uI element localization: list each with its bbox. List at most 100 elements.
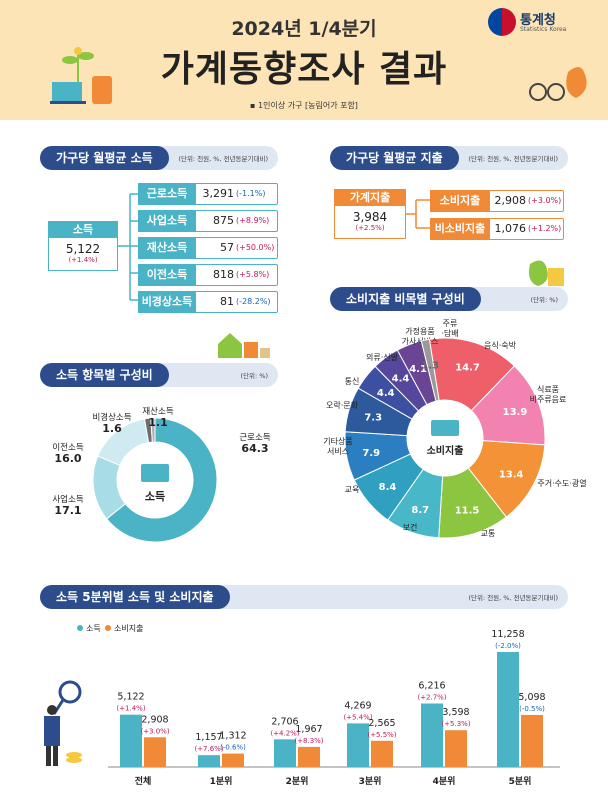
x-tick-label: 1분위 bbox=[210, 775, 233, 787]
bar-value: 6,216 bbox=[418, 681, 445, 692]
bar bbox=[347, 723, 369, 767]
expenditure-bracket bbox=[406, 199, 430, 229]
bar-change: (-2.0%) bbox=[495, 642, 521, 650]
pie-label: 비경상소득 bbox=[92, 412, 131, 423]
pie-value: 7.9 bbox=[362, 448, 380, 459]
pie-value: 17.1 bbox=[54, 504, 81, 517]
income-item-change: (-28.2%) bbox=[236, 297, 271, 306]
income-comp-title: 소득 항목별 구성비 bbox=[40, 363, 169, 387]
income-item-row: 사업소득 875 (+8.9%) bbox=[138, 210, 278, 232]
quint-unit: (단위: 천원, %, 전년동분기대비) bbox=[468, 594, 558, 602]
income-item-label: 근로소득 bbox=[138, 183, 196, 205]
page-title: 가계동향조사 결과 bbox=[160, 49, 448, 90]
pie-label: 사업소득 bbox=[52, 495, 83, 505]
x-tick-label: 5분위 bbox=[509, 775, 532, 787]
logo-name: 통계청 bbox=[520, 13, 556, 28]
pie-slice bbox=[105, 417, 218, 543]
pie-label: 재산소득 bbox=[142, 406, 173, 417]
pie-value: 4.4 bbox=[377, 388, 395, 399]
bar-value: 1,157 bbox=[195, 732, 222, 743]
pie-value: 8.4 bbox=[379, 482, 397, 493]
bar bbox=[445, 730, 467, 767]
bar-value: 5,098 bbox=[518, 692, 545, 703]
donut-center-label: 소득 bbox=[145, 490, 165, 503]
income-item-label: 비경상소득 bbox=[138, 291, 196, 313]
expenditure-item-change: (+1.2%) bbox=[528, 224, 562, 233]
bar bbox=[120, 714, 142, 767]
money-bag-icon bbox=[529, 67, 587, 101]
bar bbox=[222, 753, 244, 767]
bar bbox=[521, 714, 543, 767]
pie-label: 가정용품 bbox=[405, 326, 434, 336]
pie-value: 1.6 bbox=[102, 422, 122, 435]
bar bbox=[371, 740, 393, 767]
income-item-label: 사업소득 bbox=[138, 210, 196, 232]
pie-slice bbox=[150, 417, 156, 443]
expenditure-item-label: 비소비지출 bbox=[430, 218, 490, 240]
coins-icon bbox=[529, 260, 564, 286]
pie-value: 14.7 bbox=[455, 362, 480, 373]
income-comp-title-bar: 소득 항목별 구성비 (단위: %) bbox=[40, 363, 278, 387]
bar-value: 2,565 bbox=[368, 718, 395, 729]
pie-label: 비주류음료 bbox=[530, 395, 567, 404]
bar-change: (+2.7%) bbox=[417, 694, 446, 702]
bar bbox=[497, 652, 519, 767]
pie-value: 64.3 bbox=[241, 442, 268, 455]
header-year: 2024년 1/4분기 bbox=[231, 18, 377, 40]
bar-value: 3,598 bbox=[442, 707, 469, 718]
expenditure-item-label: 소비지출 bbox=[430, 190, 490, 212]
bar-value: 4,269 bbox=[344, 700, 371, 711]
laptop-icon bbox=[141, 464, 169, 482]
pie-value: 1.3 bbox=[421, 360, 439, 371]
income-item-change: (+8.9%) bbox=[236, 216, 270, 225]
income-item-change: (-1.1%) bbox=[236, 189, 266, 198]
expenditure-total-label: 가계지출 bbox=[335, 190, 405, 206]
pie-label: 근로소득 bbox=[239, 433, 270, 443]
bar-change: (+5.4%) bbox=[343, 713, 372, 721]
bar-change: (+1.4%) bbox=[116, 705, 145, 713]
income-item-row: 근로소득 3,291 (-1.1%) bbox=[138, 183, 278, 205]
bar-value: 2,908 bbox=[141, 714, 168, 725]
pie-label: 기타상품 bbox=[323, 436, 352, 446]
legend-label: 소득 bbox=[86, 624, 101, 633]
quint-title: 소득 5분위별 소득 및 소비지출 bbox=[40, 585, 230, 609]
pie-slice bbox=[428, 337, 516, 412]
cons-comp-title-bar: 소비지출 비목별 구성비 (단위: %) bbox=[330, 287, 568, 311]
pie-value: 8.7 bbox=[411, 505, 429, 516]
pie-value: 4.1 bbox=[409, 364, 427, 375]
income-total-box: 소득 5,122 (+1.4%) bbox=[48, 221, 118, 271]
pie-label: 보건 bbox=[403, 522, 418, 532]
income-unit: (단위: 천원, %, 전년동분기대비) bbox=[178, 155, 268, 163]
expenditure-item-value: 1,076 bbox=[494, 222, 527, 235]
expenditure-total-change: (+2.5%) bbox=[355, 224, 385, 232]
pie-label: 통신 bbox=[345, 377, 360, 386]
income-total-change: (+1.4%) bbox=[68, 256, 98, 264]
x-tick-label: 전체 bbox=[135, 775, 152, 787]
quint-title-bar: 소득 5분위별 소득 및 소비지출 (단위: 천원, %, 전년동분기대비) bbox=[40, 585, 568, 609]
pie-slice bbox=[420, 338, 440, 402]
logo-en: Statistics Korea bbox=[520, 26, 567, 33]
pie-value: 4.4 bbox=[392, 374, 410, 385]
expenditure-title: 가구당 월평균 지출 bbox=[330, 146, 459, 170]
income-item-value: 818 bbox=[213, 268, 234, 281]
expenditure-item-change: (+3.0%) bbox=[528, 196, 562, 205]
bar-change: (+3.0%) bbox=[140, 727, 169, 735]
bar-value: 1,967 bbox=[295, 724, 322, 735]
pie-value: 11.5 bbox=[455, 506, 480, 517]
bar-change: (-0.5%) bbox=[519, 705, 545, 713]
income-comp-unit: (단위: %) bbox=[240, 372, 268, 380]
income-item-value: 3,291 bbox=[202, 187, 235, 200]
donut-center-label: 소비지출 bbox=[427, 444, 464, 457]
expenditure-section-title: 가구당 월평균 지출 (단위: 천원, %, 전년동분기대비) bbox=[330, 146, 568, 170]
expenditure-item-row: 소비지출 2,908 (+3.0%) bbox=[430, 190, 564, 212]
bar-value: 11,258 bbox=[491, 629, 524, 640]
pie-value: 13.4 bbox=[499, 469, 524, 480]
donut-center bbox=[409, 402, 481, 474]
house-icon bbox=[218, 333, 270, 358]
income-item-row: 비경상소득 81 (-28.2%) bbox=[138, 291, 278, 313]
pie-label: 의류·신발 bbox=[366, 352, 399, 362]
pie-label: 오락·문화 bbox=[326, 400, 359, 410]
x-tick-label: 3분위 bbox=[359, 775, 382, 787]
